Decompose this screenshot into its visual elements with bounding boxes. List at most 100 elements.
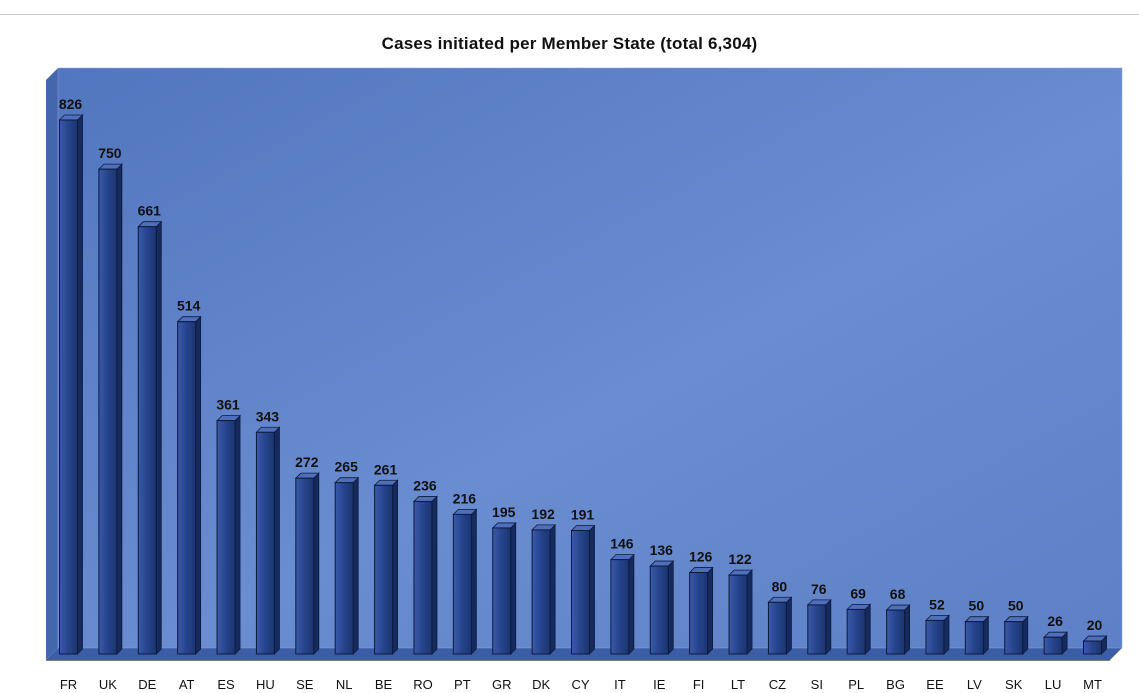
bar-pl [846, 603, 872, 655]
value-label-ro: 236 [413, 477, 437, 493]
bar-front [571, 530, 590, 655]
bar-side [982, 615, 989, 655]
bar-lt [728, 569, 754, 655]
bar-front [177, 321, 197, 655]
bar-sk [1003, 615, 1029, 655]
value-label-mt: 20 [1087, 617, 1103, 633]
bar-side [707, 566, 714, 655]
value-label-uk: 750 [98, 145, 122, 161]
bar-side [589, 524, 595, 655]
value-label-at: 514 [177, 298, 201, 314]
tick-label-si: SI [811, 677, 823, 692]
tick-label-fr: FR [60, 677, 77, 692]
bar-side [667, 560, 674, 655]
bar-lu [1043, 631, 1069, 655]
bar-side [234, 414, 241, 655]
bar-lv [964, 615, 990, 655]
tick-label-lt: LT [731, 677, 745, 692]
bar-front [295, 477, 315, 655]
value-label-si: 76 [811, 581, 827, 597]
bar-front [925, 619, 945, 655]
tick-label-mt: MT [1083, 677, 1102, 692]
tick-label-ee: EE [926, 677, 944, 692]
tick-label-cy: CY [571, 677, 589, 692]
bar-side [904, 604, 910, 655]
bar-front [59, 119, 78, 655]
bar-front [452, 513, 472, 655]
bar-front [255, 431, 275, 655]
bar-front [767, 601, 787, 655]
bar-front [531, 529, 551, 655]
bar-front [1043, 636, 1063, 655]
bar-front [374, 484, 394, 655]
value-label-it: 146 [610, 536, 634, 552]
tick-label-sk: SK [1005, 677, 1023, 692]
bar-mt [1082, 635, 1108, 655]
value-label-dk: 192 [531, 506, 555, 522]
tick-label-at: AT [179, 677, 195, 692]
bar-it [609, 553, 635, 655]
bar-front [846, 608, 866, 655]
bar-cz [767, 596, 793, 655]
tick-label-pt: PT [454, 677, 471, 692]
bar-side [746, 569, 753, 655]
bar-de [137, 220, 163, 655]
bar-side [549, 523, 556, 655]
tick-label-it: IT [614, 677, 626, 692]
tick-label-se: SE [296, 677, 314, 692]
top-rule [0, 14, 1139, 15]
tick-label-uk: UK [99, 677, 117, 692]
bar-side [510, 521, 517, 655]
value-label-lv: 50 [969, 598, 985, 614]
bar-side [864, 603, 871, 655]
value-label-es: 361 [216, 397, 240, 413]
bar-front [964, 621, 984, 655]
value-label-cz: 80 [772, 578, 788, 594]
tick-label-ro: RO [413, 677, 433, 692]
bar-bg [885, 604, 911, 655]
bar-es [216, 414, 242, 655]
bar-cy [570, 524, 596, 655]
tick-label-be: BE [375, 677, 393, 692]
bar-front [334, 482, 354, 655]
value-label-ee: 52 [929, 596, 945, 612]
tick-label-de: DE [138, 677, 156, 692]
tick-label-pl: PL [848, 677, 864, 692]
bar-side [313, 472, 320, 655]
bar-nl [334, 476, 360, 655]
chart-title: Cases initiated per Member State (total … [381, 34, 758, 53]
value-label-ie: 136 [650, 542, 674, 558]
bars [58, 114, 1108, 655]
bar-ro [412, 495, 438, 655]
bar-side [470, 508, 477, 655]
value-label-pt: 216 [453, 490, 477, 506]
bar-front [728, 574, 748, 655]
bar-side [431, 495, 438, 655]
bar-front [1004, 621, 1024, 655]
bar-be [373, 479, 399, 655]
bar-side [116, 163, 123, 655]
bar-fi [688, 566, 714, 655]
value-label-cy: 191 [571, 507, 595, 523]
bar-side [352, 476, 359, 655]
bar-hu [255, 426, 281, 655]
value-labels: 826 750 661 514 361 343 272 265 261 236 216 195 192 1… [59, 96, 1103, 633]
value-label-hu: 343 [256, 408, 280, 424]
tick-label-dk: DK [532, 677, 550, 692]
bar-si [806, 598, 832, 655]
bar-fr [58, 114, 84, 655]
tick-label-ie: IE [653, 677, 666, 692]
bar-uk [97, 163, 123, 655]
tick-label-lu: LU [1045, 677, 1062, 692]
value-label-fi: 126 [689, 549, 713, 565]
value-label-de: 661 [138, 203, 162, 219]
bar-front [137, 226, 157, 655]
tick-label-lv: LV [967, 677, 982, 692]
bar-at [176, 315, 202, 655]
bar-side [786, 596, 792, 655]
value-label-lu: 26 [1047, 613, 1063, 629]
tick-label-bg: BG [886, 677, 905, 692]
bar-ee [924, 614, 950, 655]
bar-front [886, 609, 906, 655]
